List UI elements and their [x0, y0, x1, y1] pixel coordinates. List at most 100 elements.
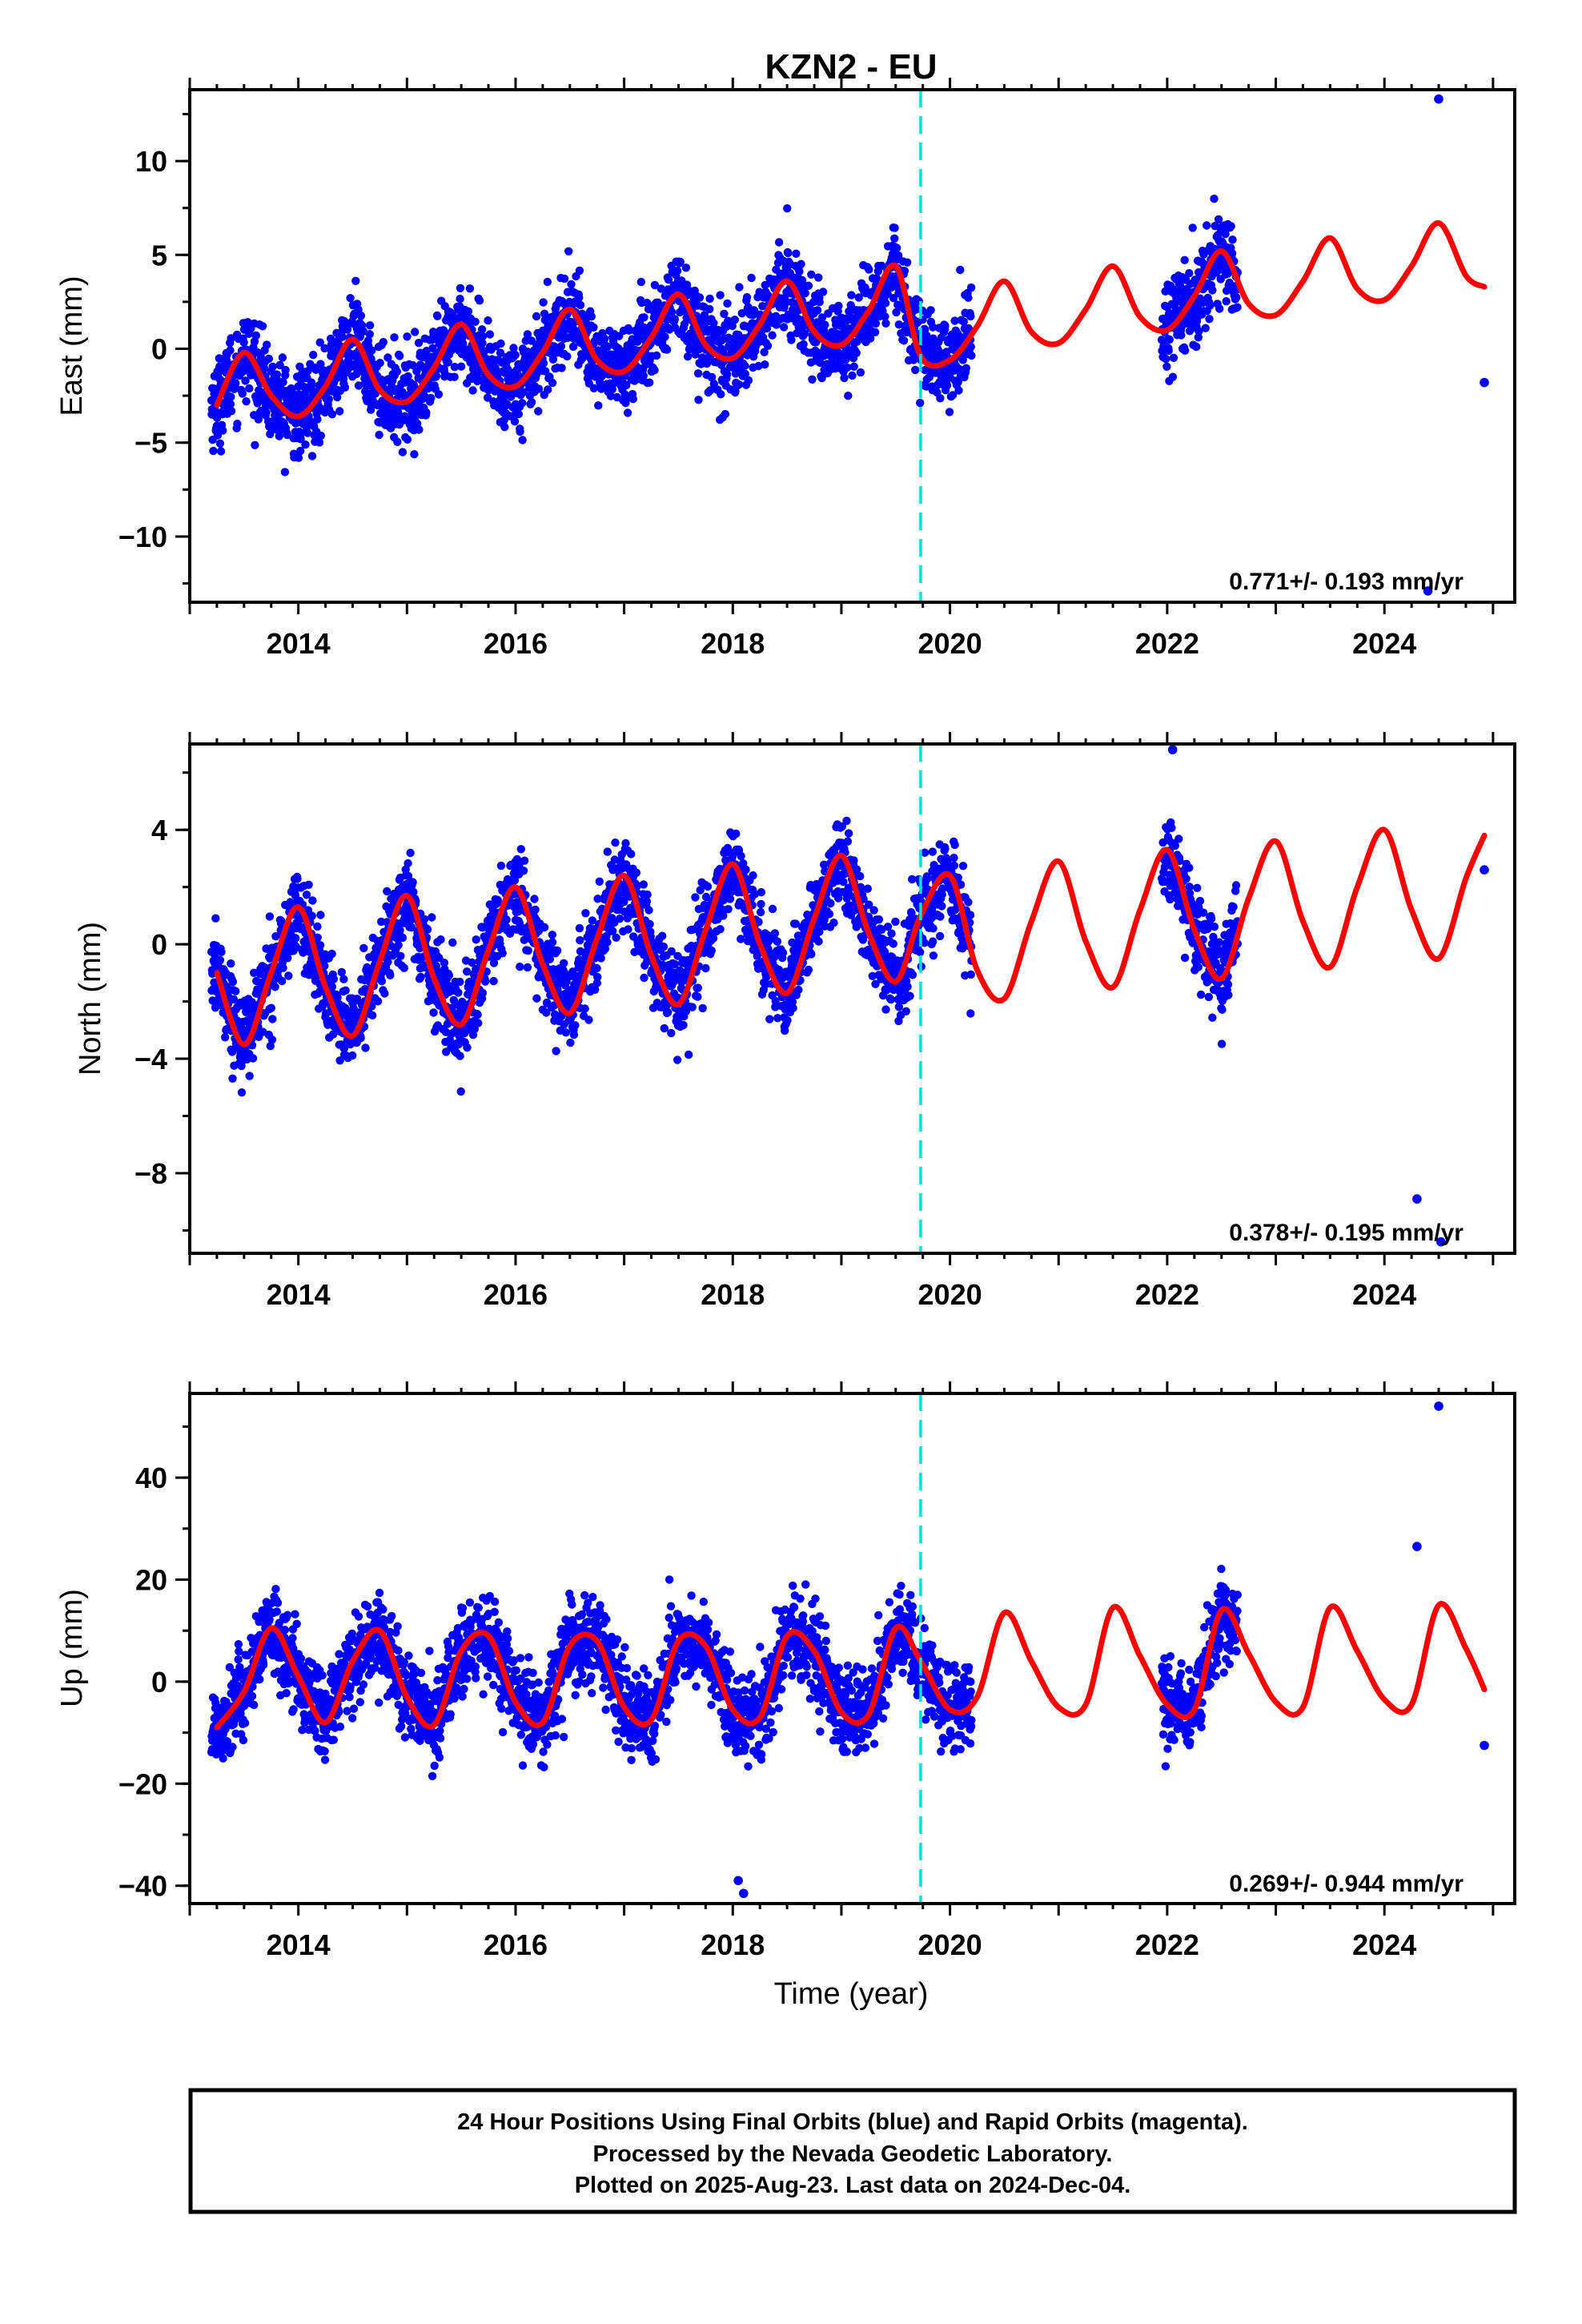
data-point	[477, 325, 487, 334]
data-point	[530, 895, 539, 903]
figure-title: KZN2 - EU	[765, 47, 937, 86]
data-point	[866, 334, 875, 343]
data-point	[444, 358, 452, 367]
data-point	[681, 263, 691, 272]
data-point	[433, 312, 442, 320]
data-point	[791, 919, 801, 928]
data-point	[771, 1003, 780, 1011]
data-point	[416, 972, 425, 982]
data-point	[732, 829, 741, 838]
data-point	[589, 323, 598, 332]
data-point	[231, 987, 240, 995]
data-point	[502, 915, 511, 924]
data-point	[1194, 333, 1203, 342]
data-point	[1195, 327, 1203, 336]
data-point	[548, 355, 558, 364]
data-point	[881, 312, 889, 321]
data-point	[520, 856, 529, 865]
data-point	[1233, 303, 1242, 312]
data-point	[1168, 372, 1178, 381]
data-point	[308, 896, 317, 905]
data-point	[410, 450, 419, 459]
data-point	[283, 954, 292, 963]
data-point	[959, 317, 969, 326]
data-point	[936, 394, 945, 403]
data-point	[251, 440, 259, 449]
data-point	[409, 887, 418, 897]
data-point	[760, 348, 769, 356]
data-point	[650, 366, 659, 375]
data-point	[624, 925, 632, 934]
data-point	[411, 328, 420, 336]
data-point	[408, 878, 417, 887]
data-point	[307, 911, 316, 920]
data-point	[275, 360, 284, 370]
panel-east-data	[207, 90, 1489, 602]
data-point	[589, 384, 598, 392]
data-point	[667, 947, 676, 956]
data-point	[698, 1003, 707, 1013]
data-point	[396, 951, 405, 961]
data-point	[741, 369, 749, 379]
data-point	[670, 315, 679, 324]
outlier-point	[1434, 94, 1443, 104]
data-point	[414, 339, 424, 348]
data-point	[333, 392, 342, 402]
data-point	[709, 319, 718, 328]
data-point	[340, 383, 350, 392]
data-point	[844, 392, 853, 400]
data-point	[432, 372, 441, 380]
data-point	[636, 277, 645, 287]
data-point	[567, 279, 576, 289]
data-point	[784, 248, 793, 258]
data-point	[241, 376, 250, 385]
data-point	[735, 283, 744, 292]
data-point	[926, 306, 935, 315]
data-point	[519, 388, 528, 396]
data-point	[367, 1011, 377, 1020]
data-point	[510, 417, 520, 426]
data-point	[383, 353, 392, 362]
data-point	[742, 293, 752, 302]
data-point	[375, 430, 383, 440]
data-point	[659, 943, 669, 951]
data-point	[360, 387, 370, 396]
data-point	[515, 919, 524, 927]
data-point	[254, 415, 263, 424]
data-point	[468, 386, 477, 395]
data-point	[734, 380, 744, 389]
data-point	[925, 372, 934, 382]
data-point	[893, 251, 903, 260]
data-point	[532, 312, 541, 321]
data-point	[854, 293, 863, 302]
data-point	[817, 313, 827, 322]
data-point	[1201, 324, 1210, 332]
data-point	[1211, 222, 1219, 231]
data-point	[518, 399, 527, 408]
data-point	[356, 1034, 365, 1043]
data-point	[627, 850, 636, 858]
data-point	[471, 317, 480, 326]
data-point	[209, 446, 218, 456]
data-point	[620, 907, 629, 916]
data-point	[496, 861, 506, 870]
data-point	[608, 927, 617, 935]
data-point	[377, 977, 387, 986]
data-point	[280, 468, 290, 476]
data-point	[639, 372, 648, 380]
data-point	[761, 280, 769, 290]
data-point	[591, 985, 600, 995]
data-point	[450, 363, 460, 372]
data-point	[428, 913, 436, 922]
data-point	[365, 330, 374, 339]
data-point	[489, 976, 498, 986]
data-point	[623, 408, 632, 417]
data-point	[485, 330, 494, 339]
data-point	[552, 1047, 560, 1055]
data-point	[717, 390, 725, 399]
data-point	[640, 313, 648, 322]
data-point	[1203, 221, 1211, 230]
data-point	[1177, 331, 1186, 340]
data-point	[817, 373, 826, 383]
